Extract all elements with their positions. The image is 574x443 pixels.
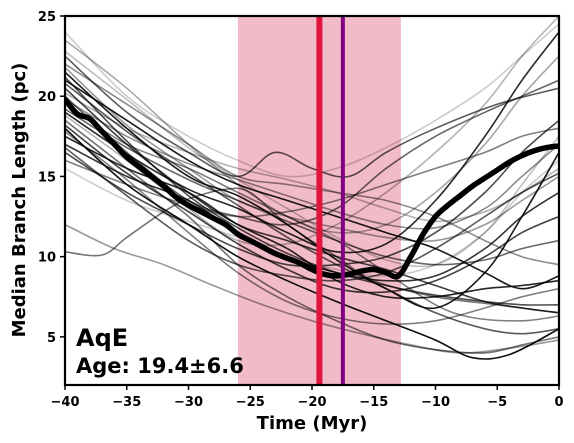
median-series-line: [65, 96, 559, 280]
series-line-16: [65, 63, 559, 266]
x-tick-label: 0: [554, 395, 563, 410]
series-line-18: [65, 82, 559, 335]
series-line-26: [65, 50, 559, 268]
x-tick-label: −10: [421, 395, 450, 410]
x-tick-label: −20: [298, 395, 327, 410]
series-line-1: [65, 71, 559, 310]
x-tick-label: −40: [51, 395, 80, 410]
series-line-5: [65, 55, 559, 178]
series-line-13: [65, 39, 559, 234]
series-line-12: [65, 223, 559, 354]
series-line-25: [65, 92, 559, 223]
series-line-21: [65, 124, 559, 294]
group-name-annotation: AqE: [76, 324, 128, 352]
x-tick-label: −25: [236, 395, 265, 410]
x-tick-label: −5: [487, 395, 507, 410]
y-tick-label: 15: [38, 170, 56, 185]
age-lines-layer: [316, 16, 345, 385]
series-line-27: [65, 146, 559, 282]
y-tick-label: 20: [38, 90, 56, 105]
median-series-layer: [65, 96, 559, 280]
y-tick-label: 25: [38, 10, 56, 25]
series-line-28: [65, 98, 559, 230]
y-tick-label: 5: [47, 331, 56, 346]
x-tick-label: −30: [174, 395, 203, 410]
series-line-19: [65, 127, 559, 218]
series-line-24: [65, 130, 559, 325]
series-line-10: [65, 79, 559, 290]
series-line-22: [65, 23, 559, 178]
y-tick-label: 10: [38, 251, 56, 266]
series-line-20: [65, 66, 559, 243]
x-tick-label: −15: [359, 395, 388, 410]
age-annotation: Age: 19.4±6.6: [76, 354, 244, 378]
x-axis-label: Time (Myr): [257, 413, 368, 434]
y-axis-label: Median Branch Length (pc): [9, 63, 30, 338]
x-axis-ticks: −40 −35 −30 −25 −20 −15 −10 −5 0: [51, 385, 564, 410]
x-tick-label: −35: [112, 395, 141, 410]
track-series-layer: [65, 16, 559, 360]
series-line-23: [65, 108, 559, 266]
y-axis-ticks: 5 10 15 20 25: [38, 10, 65, 346]
series-line-29: [65, 76, 559, 306]
series-line-30: [65, 159, 559, 277]
